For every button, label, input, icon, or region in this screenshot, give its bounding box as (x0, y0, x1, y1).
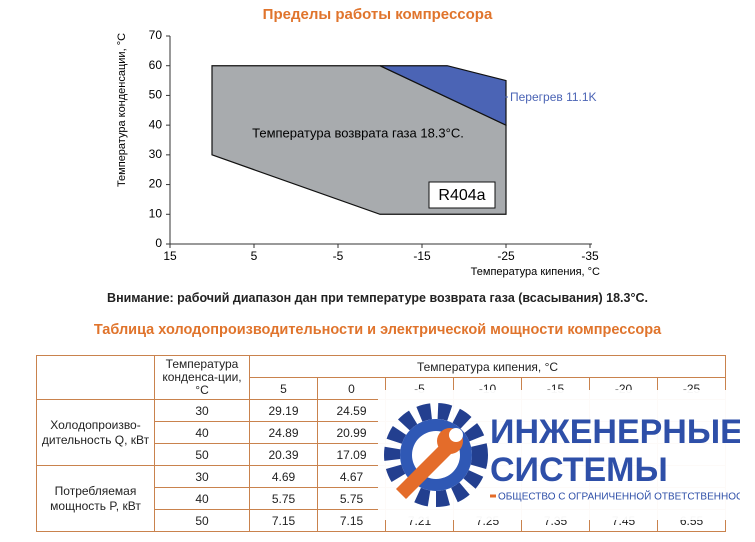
value-cell: 4.67 (317, 465, 386, 488)
logo-graphic: ИНЖЕНЕРНЫЕ СИСТЕМЫ ОБЩЕСТВО С ОГРАНИЧЕНН… (384, 403, 755, 507)
header-cell: Температура конденса-ции, °C (154, 355, 250, 400)
x-tick-label: 15 (163, 249, 177, 263)
condensing-temp: 50 (154, 443, 250, 466)
column-header: 5 (249, 377, 318, 400)
x-tick-label: -35 (581, 249, 599, 263)
table-row: Температура конденса-ции, °C Температура … (36, 355, 726, 400)
annotation: Перегрев 11.1K (510, 90, 597, 104)
y-tick-label: 20 (149, 177, 163, 191)
note: Внимание: рабочий диапазон дан при темпе… (107, 291, 648, 305)
y-tick-label: 0 (155, 236, 162, 250)
x-tick-label: -5 (333, 249, 344, 263)
y-tick-label: 40 (149, 117, 163, 131)
condensing-temp: 50 (154, 509, 250, 532)
y-tick-label: 50 (149, 88, 163, 102)
value-cell: 20.39 (249, 443, 318, 466)
value-cell: 7.15 (249, 509, 318, 532)
header-cell (36, 355, 155, 400)
condensing-temp: 40 (154, 487, 250, 510)
y-tick-label: 30 (149, 147, 163, 161)
header-cell: Температура кипения, °C (249, 355, 726, 378)
annotation: Температура возврата газа 18.3°C. (252, 125, 464, 140)
x-axis-label: Температура кипения, °C (471, 266, 600, 278)
value-cell: 29.19 (249, 399, 318, 422)
x-tick-label: -15 (413, 249, 431, 263)
gear-icon (384, 403, 488, 507)
y-tick-label: 70 (149, 28, 163, 42)
x-tick-label: 5 (251, 249, 258, 263)
chart-title: Пределы работы компрессора (262, 6, 493, 23)
y-tick-label: 10 (149, 206, 163, 220)
value-cell: 24.59 (317, 399, 386, 422)
column-header: 0 (317, 377, 386, 400)
operating-region (379, 65, 507, 127)
group-label: Потребляемая мощность P, кВт (36, 465, 155, 532)
group-label: Холодопроизво-дительность Q, кВт (36, 399, 155, 466)
logo-tagline: ОБЩЕСТВО С ОГРАНИЧЕННОЙ ОТВЕТСТВЕННОСТЬЮ (498, 490, 740, 503)
annotation: R404a (438, 187, 485, 204)
x-tick-label: -25 (497, 249, 515, 263)
value-cell: 4.69 (249, 465, 318, 488)
logo-line2: СИСТЕМЫ (490, 451, 668, 489)
annotation-box (428, 181, 496, 209)
condensing-temp: 30 (154, 465, 250, 488)
y-tick-label: 60 (149, 58, 163, 72)
condensing-temp: 40 (154, 421, 250, 444)
value-cell: 24.89 (249, 421, 318, 444)
logo: ИНЖЕНЕРНЫЕ СИСТЕМЫ ОБЩЕСТВО С ОГРАНИЧЕНН… (378, 390, 755, 520)
value-cell: 7.15 (317, 509, 386, 532)
value-cell: 5.75 (249, 487, 318, 510)
logo-line1: ИНЖЕНЕРНЫЕ (490, 413, 740, 451)
condensing-temp: 30 (154, 399, 250, 422)
table-title: Таблица холодопроизводительности и элект… (93, 322, 662, 338)
value-cell: 20.99 (317, 421, 386, 444)
y-axis-label: Температура конденсации, °C (116, 33, 128, 187)
chart: Температура конденсации, °C Температура … (116, 28, 600, 278)
value-cell: 5.75 (317, 487, 386, 510)
value-cell: 17.09 (317, 443, 386, 466)
